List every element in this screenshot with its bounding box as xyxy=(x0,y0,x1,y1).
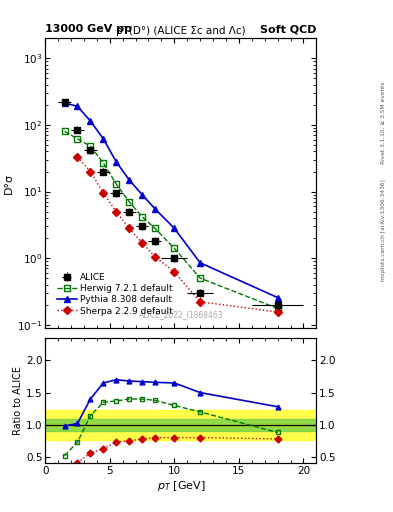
Title: pT(D°) (ALICE Σc and Λc): pT(D°) (ALICE Σc and Λc) xyxy=(116,26,246,36)
Herwig 7.2.1 default xyxy=(152,225,157,231)
Pythia 8.308 default xyxy=(275,294,280,301)
Pythia 8.308 default xyxy=(172,225,177,231)
Herwig 7.2.1 default xyxy=(75,136,80,142)
Herwig 7.2.1 default xyxy=(88,143,93,150)
Pythia 8.308 default xyxy=(88,118,93,124)
Sherpa 2.2.9 default xyxy=(88,168,93,175)
Legend: ALICE, Herwig 7.2.1 default, Pythia 8.308 default, Sherpa 2.2.9 default: ALICE, Herwig 7.2.1 default, Pythia 8.30… xyxy=(55,271,175,317)
Sherpa 2.2.9 default xyxy=(198,299,202,305)
Text: Rivet 3.1.10, ≥ 3.5M events: Rivet 3.1.10, ≥ 3.5M events xyxy=(381,81,386,164)
Pythia 8.308 default xyxy=(114,159,119,165)
Sherpa 2.2.9 default xyxy=(275,309,280,315)
Sherpa 2.2.9 default xyxy=(172,269,177,275)
Line: Herwig 7.2.1 default: Herwig 7.2.1 default xyxy=(61,129,281,312)
Line: Sherpa 2.2.9 default: Sherpa 2.2.9 default xyxy=(74,154,281,315)
Herwig 7.2.1 default xyxy=(127,199,132,205)
Sherpa 2.2.9 default xyxy=(140,240,144,246)
Text: 13000 GeV pp: 13000 GeV pp xyxy=(45,24,132,34)
Pythia 8.308 default xyxy=(152,206,157,212)
Sherpa 2.2.9 default xyxy=(127,225,132,231)
Y-axis label: Ratio to ALICE: Ratio to ALICE xyxy=(13,366,23,435)
Sherpa 2.2.9 default xyxy=(75,154,80,160)
Herwig 7.2.1 default xyxy=(275,305,280,311)
Bar xyxy=(45,419,316,431)
Bar xyxy=(45,410,316,440)
Line: Pythia 8.308 default: Pythia 8.308 default xyxy=(61,100,281,301)
Text: Soft QCD: Soft QCD xyxy=(260,24,316,34)
Y-axis label: D°σ: D°σ xyxy=(4,173,14,194)
Text: ALICE_2022_I1868463: ALICE_2022_I1868463 xyxy=(138,310,223,319)
Pythia 8.308 default xyxy=(198,260,202,266)
X-axis label: $p_T$ [GeV]: $p_T$ [GeV] xyxy=(156,479,205,493)
Sherpa 2.2.9 default xyxy=(114,208,119,215)
Herwig 7.2.1 default xyxy=(172,245,177,251)
Pythia 8.308 default xyxy=(140,191,144,198)
Herwig 7.2.1 default xyxy=(198,275,202,281)
Herwig 7.2.1 default xyxy=(114,181,119,187)
Herwig 7.2.1 default xyxy=(140,214,144,220)
Pythia 8.308 default xyxy=(101,136,106,142)
Pythia 8.308 default xyxy=(75,103,80,110)
Sherpa 2.2.9 default xyxy=(152,253,157,260)
Pythia 8.308 default xyxy=(62,100,67,106)
Pythia 8.308 default xyxy=(127,177,132,183)
Herwig 7.2.1 default xyxy=(101,160,106,166)
Herwig 7.2.1 default xyxy=(62,129,67,135)
Text: mcplots.cern.ch [arXiv:1306.3436]: mcplots.cern.ch [arXiv:1306.3436] xyxy=(381,180,386,281)
Sherpa 2.2.9 default xyxy=(101,190,106,196)
